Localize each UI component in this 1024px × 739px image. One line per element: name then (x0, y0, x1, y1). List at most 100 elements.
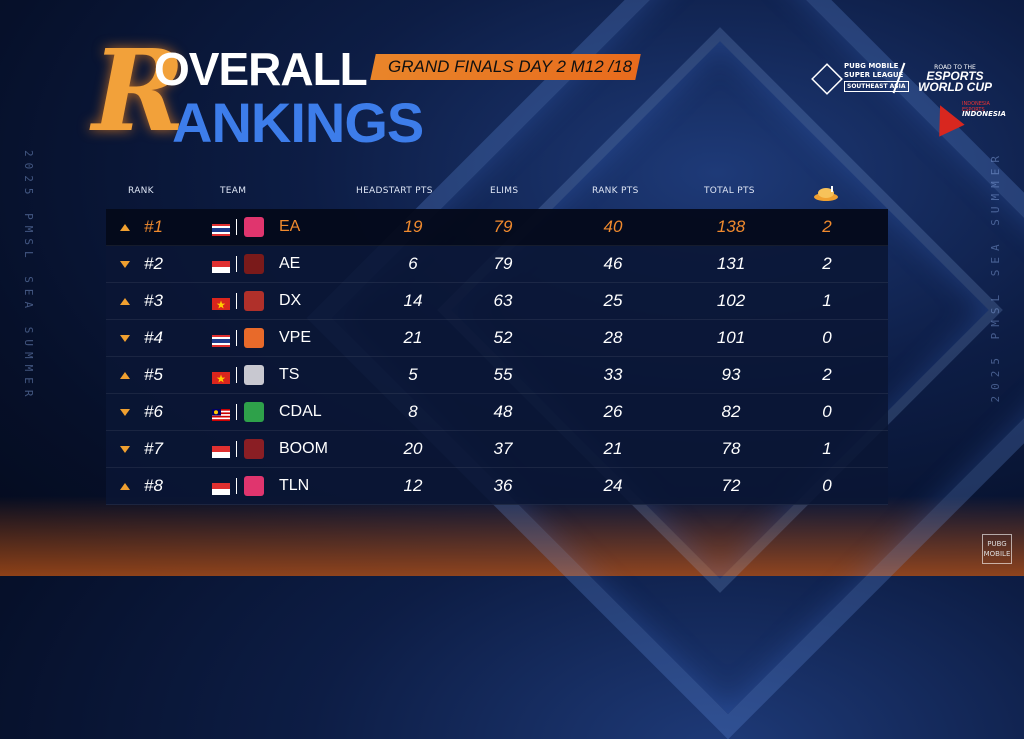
team-name-cell: TLN (279, 477, 310, 494)
pmsl-region: SOUTHEAST ASIA (844, 81, 909, 92)
team-divider (236, 293, 237, 309)
team-logo-icon (244, 254, 264, 274)
team-divider (236, 478, 237, 494)
headstart-cell: 6 (408, 254, 418, 273)
thailand-flag-icon (212, 221, 230, 236)
rank-cell: #3 (144, 291, 163, 310)
total-pts-cell: 138 (716, 217, 746, 236)
headstart-cell: 20 (403, 439, 423, 458)
team-name-cell: VPE (279, 329, 312, 346)
header-rank: RANK (128, 186, 154, 196)
team-divider (236, 404, 237, 420)
malaysia-flag-icon (212, 406, 230, 421)
trend-up-icon (120, 372, 130, 379)
team-name-cell: DX (279, 292, 302, 309)
page-title: R OVERALL ANKINGS (92, 26, 492, 158)
ewc-logo: ROAD TO THE ESPORTS WORLD CUP (914, 64, 996, 94)
team-name-cell: TS (279, 366, 300, 383)
trend-down-icon (120, 446, 130, 453)
table-row: #3 DX 14 63 25 102 1 (106, 283, 888, 320)
indo-small-text: INDONESIA ESPORTS (962, 101, 990, 113)
elims-cell: 36 (493, 476, 513, 495)
total-pts-cell: 101 (716, 328, 746, 347)
title-initial: R (92, 26, 186, 157)
team-divider (236, 367, 237, 383)
trend-up-icon (120, 483, 130, 490)
wins-cell: 2 (822, 217, 832, 236)
headstart-cell: 5 (408, 365, 418, 384)
vietnam-flag-icon (212, 369, 230, 384)
side-text-left: 2025 PMSL SEA SUMMER (22, 150, 35, 403)
rank-pts-cell: 24 (603, 476, 623, 495)
wins-cell: 0 (822, 328, 832, 347)
team-name-cell: AE (279, 255, 301, 272)
wins-cell: 2 (822, 254, 832, 273)
title-line-1: OVERALL (154, 43, 368, 95)
team-logo-icon (244, 328, 264, 348)
team-divider (236, 330, 237, 346)
indonesia-esports-logo: INDONESIA ESPORTS INDONESIA (927, 99, 1006, 140)
elims-cell: 55 (493, 365, 513, 384)
rank-pts-cell: 40 (603, 217, 623, 236)
trend-down-icon (120, 261, 130, 268)
rank-cell: #4 (144, 328, 163, 347)
rank-cell: #8 (144, 476, 163, 495)
wins-cell: 0 (822, 476, 832, 495)
trend-down-icon (120, 409, 130, 416)
team-logo-icon (244, 476, 264, 496)
header-elims: ELIMS (490, 186, 519, 196)
table-row: #8 TLN 12 36 24 72 0 (106, 468, 888, 505)
table-row: #5 TS 5 55 33 93 2 (106, 357, 888, 394)
table-row: #6 CDAL 8 48 26 82 0 (106, 394, 888, 431)
rank-cell: #2 (144, 254, 163, 273)
pmsl-line2: SUPER LEAGUE (844, 71, 904, 79)
rank-pts-cell: 25 (603, 291, 623, 310)
pmsl-emblem-icon (811, 63, 843, 95)
side-text-right: 2025 PMSL SEA SUMMER (989, 150, 1002, 403)
team-logo-icon (244, 402, 264, 422)
rank-pts-cell: 46 (603, 254, 623, 273)
table-row: #4 VPE 21 52 28 101 0 (106, 320, 888, 357)
table-header: RANK TEAM HEADSTART PTS ELIMS RANK PTS T… (106, 186, 888, 204)
chicken-dinner-icon (814, 186, 838, 201)
elims-cell: 79 (493, 254, 513, 273)
total-pts-cell: 93 (721, 365, 741, 384)
rank-pts-cell: 21 (603, 439, 623, 458)
headstart-cell: 12 (403, 476, 423, 495)
team-name-cell: CDAL (279, 403, 322, 420)
rankings-table: #1 EA 19 79 40 138 2 #2 AE 6 79 46 131 2 #3 DX 14 63 25 102… (106, 209, 888, 505)
rank-cell: #7 (144, 439, 163, 458)
elims-cell: 63 (493, 291, 513, 310)
header-headstart: HEADSTART PTS (356, 186, 433, 196)
headstart-cell: 14 (403, 291, 423, 310)
header-team: TEAM (220, 186, 247, 196)
team-divider (236, 219, 237, 235)
indonesia-flag-icon (212, 258, 230, 273)
indo-text: INDONESIA (962, 110, 1006, 118)
ewc-line1: ESPORTS (926, 69, 984, 83)
pmsl-line1: PUBG MOBILE (844, 62, 899, 70)
pmsl-logo: PUBG MOBILE SUPER LEAGUE SOUTHEAST ASIA (811, 62, 909, 96)
rank-pts-cell: 33 (603, 365, 623, 384)
rank-pts-cell: 26 (603, 402, 623, 421)
indonesia-flag-icon (212, 480, 230, 495)
total-pts-cell: 82 (721, 402, 741, 421)
headstart-cell: 8 (408, 402, 418, 421)
thailand-flag-icon (212, 332, 230, 347)
ewc-small-text: ROAD TO THE (934, 64, 976, 71)
vietnam-flag-icon (212, 295, 230, 310)
pubg-mobile-watermark: PUBG MOBILE (982, 534, 1012, 564)
header-rank-pts: RANK PTS (592, 186, 639, 196)
team-divider (236, 441, 237, 457)
total-pts-cell: 102 (716, 291, 746, 310)
rank-cell: #6 (144, 402, 163, 421)
table-row: #1 EA 19 79 40 138 2 (106, 209, 888, 246)
elims-cell: 48 (493, 402, 513, 421)
team-name-cell: EA (279, 218, 301, 235)
wins-cell: 1 (822, 439, 832, 458)
trend-up-icon (120, 298, 130, 305)
elims-cell: 37 (493, 439, 513, 458)
trend-up-icon (120, 224, 130, 231)
rank-pts-cell: 28 (603, 328, 623, 347)
team-logo-icon (244, 439, 264, 459)
